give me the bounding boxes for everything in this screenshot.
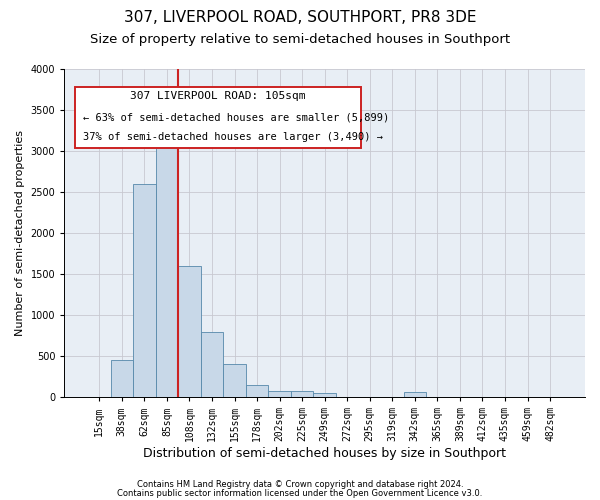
Bar [133,184,155,397]
Bar [404,392,426,397]
Bar [268,390,291,397]
Bar [200,332,223,397]
Bar [291,392,313,397]
Y-axis label: Number of semi-detached properties: Number of semi-detached properties [15,130,25,336]
Bar [246,385,268,397]
Bar [75,87,361,148]
Bar [110,360,133,397]
Text: Size of property relative to semi-detached houses in Southport: Size of property relative to semi-detach… [90,32,510,46]
X-axis label: Distribution of semi-detached houses by size in Southport: Distribution of semi-detached houses by … [143,447,506,460]
Bar [313,393,336,397]
Text: 37% of semi-detached houses are larger (3,490) →: 37% of semi-detached houses are larger (… [83,132,383,142]
Text: 307 LIVERPOOL ROAD: 105sqm: 307 LIVERPOOL ROAD: 105sqm [130,91,305,101]
Bar [155,134,178,397]
Text: ← 63% of semi-detached houses are smaller (5,899): ← 63% of semi-detached houses are smalle… [83,112,389,122]
Bar [178,266,200,397]
Text: Contains public sector information licensed under the Open Government Licence v3: Contains public sector information licen… [118,488,482,498]
Text: 307, LIVERPOOL ROAD, SOUTHPORT, PR8 3DE: 307, LIVERPOOL ROAD, SOUTHPORT, PR8 3DE [124,10,476,25]
Text: Contains HM Land Registry data © Crown copyright and database right 2024.: Contains HM Land Registry data © Crown c… [137,480,463,489]
Bar [223,364,246,397]
